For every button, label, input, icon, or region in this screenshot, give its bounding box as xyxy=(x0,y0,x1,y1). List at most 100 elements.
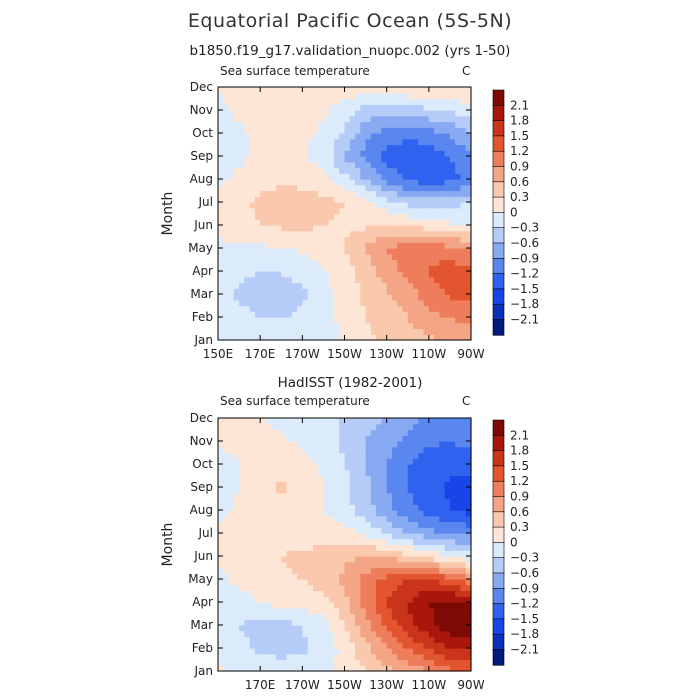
heatmap-cell xyxy=(318,334,325,341)
heatmap-cell xyxy=(228,573,235,580)
heatmap-cell xyxy=(333,196,340,203)
heatmap-cell xyxy=(218,527,224,534)
heatmap-cell xyxy=(376,121,382,128)
heatmap-cell xyxy=(260,271,267,278)
heatmap-cell xyxy=(355,115,361,123)
heatmap-cell xyxy=(302,469,309,477)
heatmap-cell xyxy=(281,230,288,238)
heatmap-cell xyxy=(455,481,462,488)
heatmap-cell xyxy=(318,642,325,649)
heatmap-cell xyxy=(397,423,404,431)
heatmap-cell xyxy=(402,590,409,597)
heatmap-cell xyxy=(381,173,388,180)
heatmap-cell xyxy=(355,630,361,638)
heatmap-cell xyxy=(413,242,419,249)
heatmap-cell xyxy=(460,173,467,180)
heatmap-cell xyxy=(449,265,456,272)
heatmap-cell xyxy=(233,225,240,232)
heatmap-cell xyxy=(370,253,377,261)
heatmap-cell xyxy=(244,544,251,551)
heatmap-cell xyxy=(270,121,277,128)
heatmap-cell xyxy=(228,636,235,643)
heatmap-cell xyxy=(318,173,325,180)
heatmap-cell xyxy=(365,144,372,151)
heatmap-cell xyxy=(270,607,277,615)
heatmap-cell xyxy=(265,590,272,597)
heatmap-cell xyxy=(423,458,430,465)
heatmap-cell xyxy=(360,584,367,592)
heatmap-cell xyxy=(254,322,261,330)
heatmap-cell xyxy=(318,538,325,546)
heatmap-cell xyxy=(418,305,425,312)
heatmap-cell xyxy=(233,418,240,425)
heatmap-cell xyxy=(218,590,224,597)
heatmap-cell xyxy=(249,156,256,163)
heatmap-cell xyxy=(449,282,456,289)
heatmap-cell xyxy=(434,590,440,597)
heatmap-cell xyxy=(328,544,335,551)
heatmap-cell xyxy=(423,92,430,100)
heatmap-cell xyxy=(455,115,462,123)
heatmap-cell xyxy=(270,173,277,180)
heatmap-cell xyxy=(434,607,440,615)
heatmap-cell xyxy=(228,276,235,284)
heatmap-cell xyxy=(460,446,467,454)
heatmap-cell xyxy=(391,567,398,574)
heatmap-cell xyxy=(376,305,382,312)
heatmap-cell xyxy=(218,521,224,528)
heatmap-cell xyxy=(370,288,377,295)
heatmap-cell xyxy=(307,590,314,597)
heatmap-cell xyxy=(428,282,435,289)
heatmap-cell xyxy=(381,150,388,157)
heatmap-cell xyxy=(402,510,409,517)
heatmap-cell xyxy=(333,282,340,289)
heatmap-cell xyxy=(291,665,298,672)
heatmap-cell xyxy=(223,282,230,289)
heatmap-cell xyxy=(323,423,330,431)
heatmap-cell xyxy=(339,538,346,546)
heatmap-cell xyxy=(434,156,440,163)
heatmap-cell xyxy=(418,236,425,243)
heatmap-cell xyxy=(407,653,414,661)
heatmap-cell xyxy=(291,464,298,471)
heatmap-cell xyxy=(228,602,235,609)
heatmap-cell xyxy=(444,418,451,425)
heatmap-cell xyxy=(460,110,467,117)
heatmap-cell xyxy=(249,596,256,603)
heatmap-cell xyxy=(333,236,340,243)
heatmap-cell xyxy=(265,498,272,505)
heatmap-cell xyxy=(286,653,293,661)
heatmap-cell xyxy=(254,446,261,454)
heatmap-cell xyxy=(460,127,467,134)
heatmap-cell xyxy=(265,265,272,272)
heatmap-cell xyxy=(244,590,251,597)
heatmap-cell xyxy=(312,481,319,488)
heatmap-cell xyxy=(344,642,351,649)
heatmap-cell xyxy=(434,504,440,511)
heatmap-cell xyxy=(391,104,398,111)
heatmap-cell xyxy=(223,665,230,672)
heatmap-cell xyxy=(307,207,314,215)
heatmap-cell xyxy=(439,317,446,324)
heatmap-cell xyxy=(312,265,319,272)
heatmap-cell xyxy=(455,133,462,140)
heatmap-cell xyxy=(402,515,409,523)
heatmap-cell xyxy=(381,550,388,557)
heatmap-cell xyxy=(270,202,277,209)
heatmap-cell xyxy=(391,515,398,523)
heatmap-cell xyxy=(455,144,462,151)
heatmap-cell xyxy=(318,110,325,117)
heatmap-cell xyxy=(349,253,356,261)
heatmap-cell xyxy=(228,469,235,477)
heatmap-cell xyxy=(239,625,245,632)
heatmap-cell xyxy=(349,104,356,111)
heatmap-cell xyxy=(239,527,245,534)
heatmap-cell xyxy=(218,481,224,488)
heatmap-cell xyxy=(465,475,472,482)
heatmap-cell xyxy=(286,561,293,569)
y-tick-label: Jan xyxy=(194,664,214,678)
heatmap-cell xyxy=(455,196,462,203)
heatmap-cell xyxy=(286,596,293,603)
heatmap-cell xyxy=(249,423,256,431)
heatmap-cell xyxy=(328,196,335,203)
